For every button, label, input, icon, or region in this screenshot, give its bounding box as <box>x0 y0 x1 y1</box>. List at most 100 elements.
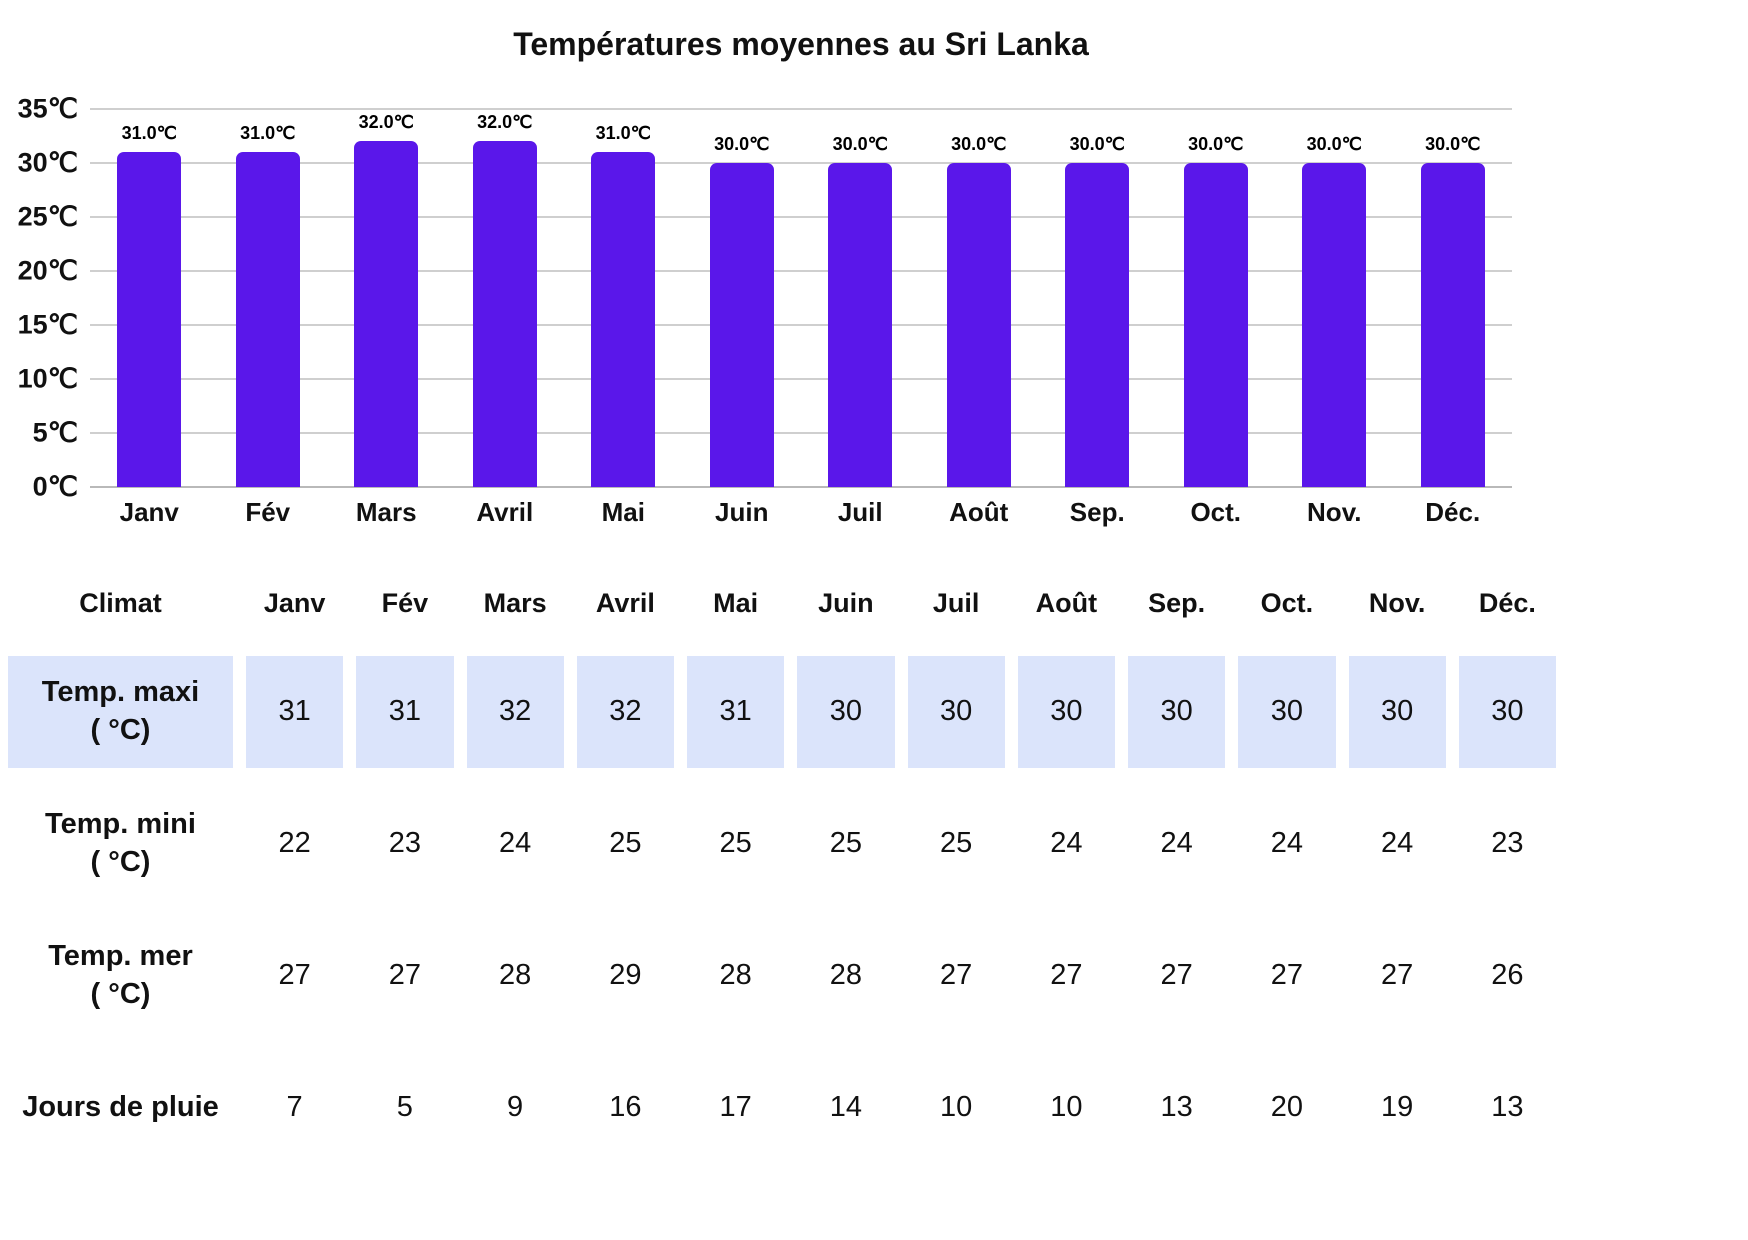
table-cell-Août: 10 <box>1050 1091 1083 1124</box>
climate-table: Climat Janv Fév Mars Avril Mai Juin Juil Août Sep… <box>8 572 1556 1164</box>
x-axis-label-Oct.: Oct. <box>1190 497 1242 527</box>
table-cell-Déc.: 30 <box>1458 656 1556 768</box>
x-axis-label-Janv: Janv <box>119 497 179 527</box>
bar-Avril <box>472 141 537 487</box>
table-cell-Oct.: 30 <box>1238 656 1336 768</box>
table-cell-Juin: 30 <box>797 656 895 768</box>
table-cell-Nov.: 30 <box>1348 656 1446 768</box>
x-axis-label-Sep.: Sep. <box>1069 497 1125 527</box>
bar-value-label: 30.0℃ <box>951 134 1007 154</box>
bar-slot-Avril: 32.0℃ <box>446 109 565 487</box>
table-header-cell-Oct.: Oct. <box>1260 588 1314 619</box>
table-cell-Sep.: 30 <box>1128 656 1226 768</box>
bar-value-label: 30.0℃ <box>714 134 770 154</box>
table-row-0: Temp. maxi( °C) 31 31 32 32 31 30 30 30 30 30 30 30 <box>8 656 1556 768</box>
table-cell-Fév: 23 <box>388 827 421 860</box>
bar-slot-Juil: 30.0℃ <box>801 109 920 487</box>
y-axis-tick-label: 0℃ <box>32 471 78 502</box>
bar-value-label: 31.0℃ <box>595 123 651 144</box>
table-header-cell-Juin: Juin <box>818 588 874 619</box>
table-row-3: Jours de pluie 7 5 9 16 17 14 10 10 13 20 19 13 <box>8 1052 1556 1164</box>
table-header-row: Climat Janv Fév Mars Avril Mai Juin Juil Août Sep… <box>8 572 1556 636</box>
table-header-cell-Déc.: Déc. <box>1478 588 1536 619</box>
bar-slot-Août: 30.0℃ <box>920 109 1039 487</box>
bar-value-label: 32.0℃ <box>477 112 533 133</box>
gridline-35 <box>90 108 1512 110</box>
gridline-10 <box>90 378 1512 381</box>
table-cell-Mai: 25 <box>719 827 752 860</box>
bar-slot-Juin: 30.0℃ <box>683 109 802 487</box>
table-cell-Fév: 5 <box>396 1091 413 1124</box>
table-cell-Avril: 16 <box>609 1091 642 1124</box>
table-header-cell-Mai: Mai <box>713 588 759 619</box>
table-cell-Juil: 27 <box>939 959 973 992</box>
bar-value-label: 32.0℃ <box>358 112 414 133</box>
table-cell-Mars: 24 <box>498 827 532 860</box>
table-cell-Juil: 25 <box>939 827 973 860</box>
bar-slot-Fév: 31.0℃ <box>209 109 328 487</box>
table-cell-Janv: 31 <box>246 656 344 768</box>
table-cell-Nov.: 24 <box>1380 827 1414 860</box>
table-cell-Avril: 29 <box>609 959 642 992</box>
gridline-30 <box>90 162 1512 164</box>
chart-title: Températures moyennes au Sri Lanka <box>513 26 1089 62</box>
x-axis-label-Mars: Mars <box>355 497 417 527</box>
table-cell-Fév: 31 <box>356 656 454 768</box>
table-cell-Nov.: 27 <box>1380 959 1414 992</box>
table-header-cell-Fév: Fév <box>381 588 429 619</box>
table-cell-Mars: 32 <box>466 656 564 768</box>
gridline-20 <box>90 270 1512 273</box>
bar-Août <box>946 163 1011 487</box>
table-cell-Mars: 28 <box>498 959 532 992</box>
bar-value-label: 31.0℃ <box>240 123 296 144</box>
bar-slot-Déc.: 30.0℃ <box>1394 109 1513 487</box>
bar-Juin <box>709 163 774 487</box>
table-cell-Oct.: 27 <box>1270 959 1303 992</box>
gridline-5 <box>90 432 1512 435</box>
table-cell-Avril: 32 <box>576 656 674 768</box>
y-axis-tick-label: 10℃ <box>17 363 78 394</box>
bar-Oct. <box>1183 163 1248 487</box>
gridline-15 <box>90 324 1512 326</box>
table-cell-Avril: 25 <box>609 827 642 860</box>
temperature-bar-chart: Températures moyennes au Sri Lanka 0℃ 5℃ 1… <box>0 0 1512 528</box>
table-header-cell-Août: Août <box>1035 588 1098 619</box>
table-cell-Juil: 30 <box>907 656 1005 768</box>
table-row-1: Temp. mini( °C) 22 23 24 25 25 25 25 24 24 24 24 23 <box>8 788 1556 900</box>
x-axis-label-Fév: Fév <box>245 497 291 527</box>
table-cell-Janv: 7 <box>286 1091 303 1124</box>
bar-value-label: 30.0℃ <box>1306 134 1362 154</box>
table-row-label: Temp. maxi( °C) <box>8 656 233 768</box>
table-cell-Nov.: 19 <box>1380 1091 1414 1124</box>
table-row-label: Temp. mini( °C) <box>45 808 196 878</box>
table-cell-Oct.: 24 <box>1270 827 1303 860</box>
table-cell-Janv: 22 <box>278 827 311 860</box>
table-cell-Juin: 28 <box>829 959 862 992</box>
bar-slot-Mars: 32.0℃ <box>327 109 446 487</box>
bar-slot-Janv: 31.0℃ <box>90 109 209 487</box>
x-axis-label-Juil: Juil <box>837 497 883 527</box>
x-axis-label-Déc.: Déc. <box>1425 497 1481 527</box>
plot-area: 0℃ 5℃ 10℃ 15℃ 20℃ 25℃ 30℃ 35℃ 31.0℃ 31.0℃ 32.0℃ 32.… <box>18 95 1512 500</box>
x-axis-labels: Janv Fév Mars Avril Mai Juin Juil Août Sep. Oct. N… <box>90 497 1512 528</box>
table-cell-Août: 24 <box>1050 827 1083 860</box>
table-cell-Juin: 25 <box>829 827 862 860</box>
bar-Sep. <box>1065 163 1130 487</box>
table-cell-Mars: 9 <box>507 1091 524 1124</box>
table-header-cell-Juil: Juil <box>932 588 980 619</box>
bar-Fév <box>235 152 300 487</box>
table-header-cell-Avril: Avril <box>595 588 655 619</box>
bar-Juil <box>828 163 893 487</box>
y-axis-tick-label: 20℃ <box>17 255 78 286</box>
bar-Nov. <box>1302 163 1367 487</box>
table-cell-Sep.: 13 <box>1160 1091 1193 1124</box>
y-axis-tick-label: 15℃ <box>17 309 78 340</box>
table-header-cell-Nov.: Nov. <box>1368 588 1426 619</box>
bar-slot-Sep.: 30.0℃ <box>1038 109 1157 487</box>
bar-Déc. <box>1420 163 1485 487</box>
table-row-label: Temp. mer( °C) <box>48 940 193 1010</box>
table-cell-Sep.: 27 <box>1160 959 1193 992</box>
table-row-2: Temp. mer( °C) 27 27 28 29 28 28 27 27 27 27 27 26 <box>8 920 1556 1032</box>
bars-container: 31.0℃ 31.0℃ 32.0℃ 32.0℃ 31.0℃ 30.0℃ 30.0℃ 30.0℃… <box>90 109 1512 487</box>
bar-slot-Oct.: 30.0℃ <box>1157 109 1276 487</box>
